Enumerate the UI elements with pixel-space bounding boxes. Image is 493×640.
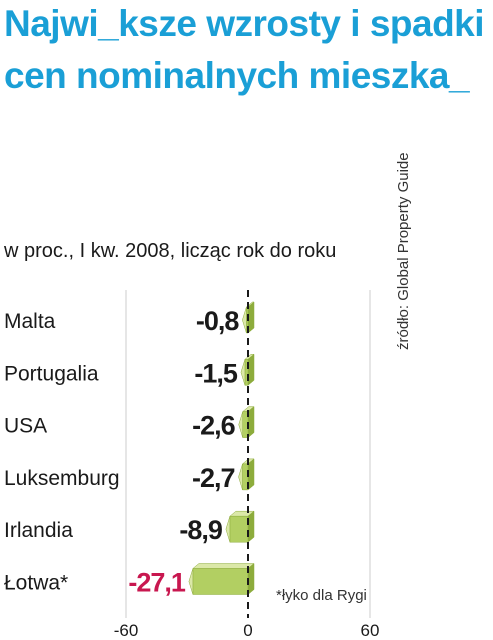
category-label-3: Luksemburg [4, 467, 120, 490]
value-label-3: -2,7 [192, 463, 235, 493]
value-label-2: -2,6 [192, 411, 236, 441]
tick-label-0: -60 [114, 621, 139, 640]
bar-tip-0 [242, 306, 247, 334]
footnote: *łyko dla Rygi [276, 587, 367, 604]
bar-tip-5 [188, 568, 194, 595]
category-label-1: Portugalia [4, 362, 99, 385]
tick-label-2: 60 [361, 621, 380, 640]
value-label-1: -1,5 [194, 358, 238, 388]
value-label-0: -0,8 [196, 306, 240, 336]
value-label-5: -27,1 [128, 568, 186, 598]
category-label-2: USA [4, 415, 47, 438]
bar-tip-2 [238, 411, 243, 438]
bar-4 [229, 515, 249, 543]
bar-side-4 [247, 510, 255, 543]
value-label-4: -8,9 [179, 515, 223, 545]
category-label-4: Irlandia [4, 519, 73, 542]
bar-5 [192, 568, 249, 595]
category-label-5: Łotwa* [4, 572, 68, 595]
bar-tip-1 [240, 359, 246, 386]
bar-tip-3 [238, 463, 243, 490]
bar-tip-4 [225, 516, 231, 543]
chart-title: Najwi_ksze wzrosty i spadki cen nominaln… [4, 3, 485, 96]
chart-subtitle: w proc., I kw. 2008, licząc rok do roku [4, 240, 337, 262]
tick-label-1: 0 [243, 621, 252, 640]
bar-top-5 [192, 563, 255, 569]
category-label-0: Malta [4, 310, 56, 333]
